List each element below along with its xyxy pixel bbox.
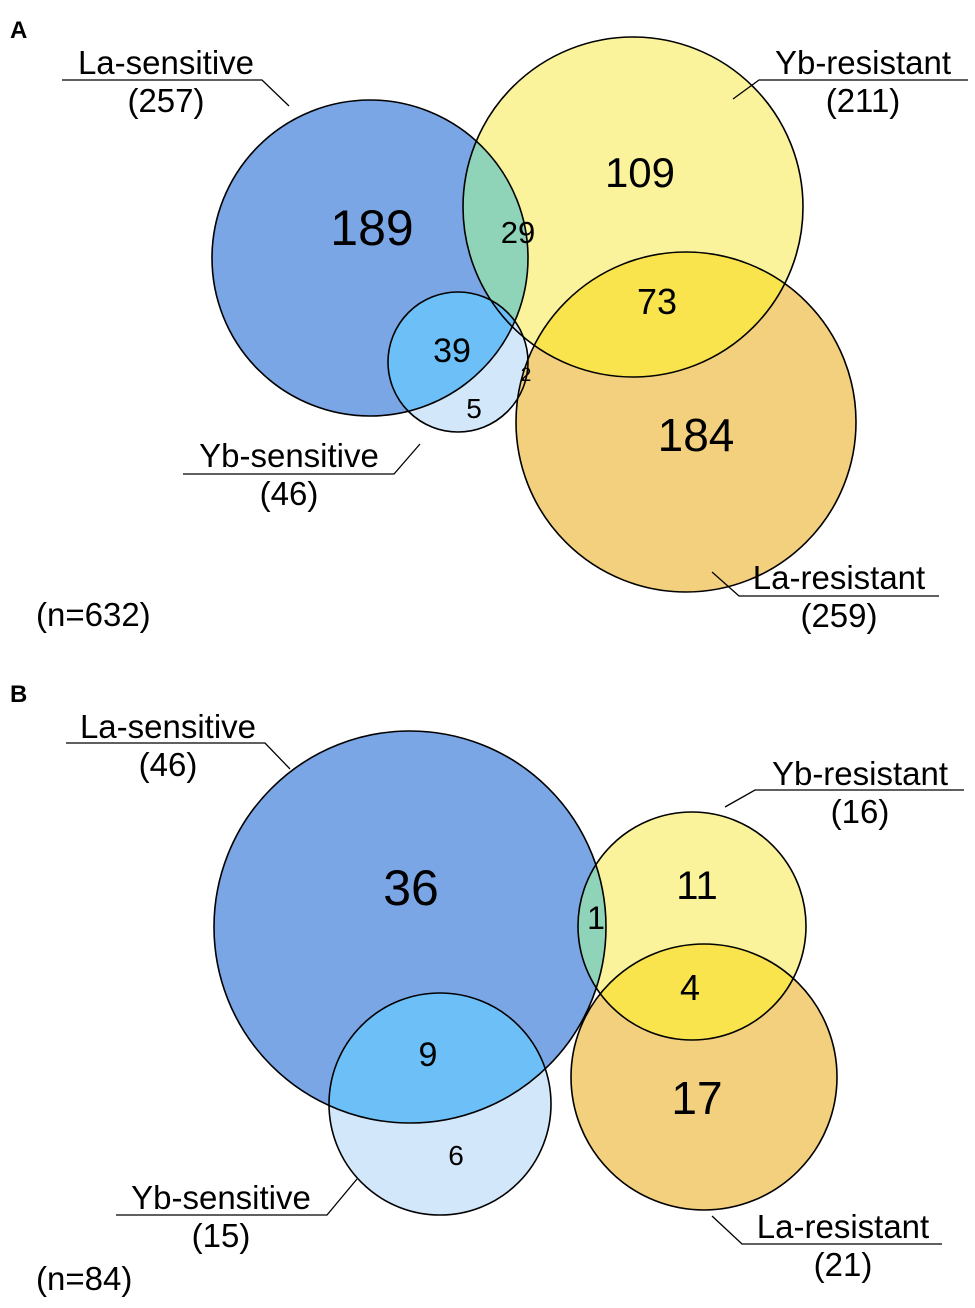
panel-b-region-la-resistant-only: 17: [671, 1072, 722, 1124]
panel-a-total-label: (n=632): [36, 596, 151, 633]
panel-a-la-sensitive-outline: [211, 99, 529, 417]
panel-b-region-la-sens-yb-sens: 9: [419, 1036, 438, 1074]
panel-b-label-yb-sensitive: Yb-sensitive (15): [116, 1178, 358, 1254]
panel-a-la-sensitive-count: (257): [127, 82, 204, 119]
panel-a-label-la-resistant: La-resistant (259): [711, 559, 939, 634]
panel-a-label-la-sensitive: La-sensitive (257): [62, 44, 290, 119]
panel-a-region-la-sens-yb-sens: 39: [433, 332, 471, 370]
panel-a-yb-sensitive-count: (46): [260, 475, 319, 512]
panel-a-la-resistant-count: (259): [800, 597, 877, 634]
panel-b-la-resistant-outline: [570, 943, 838, 1211]
panel-a-la-resistant-outline: [515, 251, 857, 593]
panel-a-la-sensitive-name: La-sensitive: [78, 44, 254, 81]
panel-b-yb-resistant-outline: [577, 811, 807, 1041]
panel-a-yb-resistant-outline: [462, 36, 804, 378]
panel-a-yb-sensitive-name: Yb-sensitive: [199, 437, 379, 474]
panel-b-total-label: (n=84): [36, 1260, 132, 1297]
panel-a: A 189 29 109 73 39 2 5 184 La-sensitive …: [10, 17, 968, 634]
panel-b-la-sensitive-outline: [213, 730, 607, 1124]
panel-a-yb-sensitive-outline: [387, 291, 529, 433]
panel-b-overlap-la-sens-yb-sens: [329, 993, 551, 1123]
panel-a-region-yb-resistant-only: 109: [605, 149, 675, 196]
panel-b-yb-sensitive-count: (15): [192, 1217, 251, 1254]
panel-b-region-yb-resistant-only: 11: [676, 864, 718, 908]
panel-b-label-yb-resistant: Yb-resistant (16): [724, 755, 964, 830]
panel-b-yb-resistant-name: Yb-resistant: [772, 755, 948, 792]
panel-b-letter: B: [10, 681, 27, 708]
panel-b-la-resistant-leader: [711, 1215, 942, 1245]
panel-b-yb-sensitive-leader: [116, 1178, 358, 1216]
panel-b-yb-resistant-count: (16): [831, 793, 890, 830]
panel-a-region-yb-sensitive-only: 5: [466, 393, 482, 424]
panel-a-region-yb-res-la-res: 73: [637, 281, 677, 322]
panel-b-region-la-sensitive-only: 36: [383, 860, 439, 916]
panel-b-la-resistant-count: (21): [814, 1246, 873, 1283]
panel-b-label-la-resistant: La-resistant (21): [711, 1208, 942, 1283]
panel-a-label-yb-resistant: Yb-resistant (211): [732, 44, 968, 119]
panel-a-yb-resistant-count: (211): [826, 82, 901, 119]
panel-a-region-la-resistant-only: 184: [658, 409, 735, 461]
panel-b-la-sensitive-leader: [66, 742, 291, 770]
panel-b-region-yb-res-la-res: 4: [680, 967, 700, 1008]
panel-a-la-resistant-name: La-resistant: [753, 559, 925, 596]
panel-a-yb-sensitive-leader: [183, 443, 421, 475]
panel-b-la-resistant-name: La-resistant: [757, 1208, 929, 1245]
panel-b-region-yb-sensitive-only: 6: [448, 1140, 464, 1171]
panel-b-yb-sensitive-name: Yb-sensitive: [131, 1179, 311, 1216]
panel-a-label-yb-sensitive: Yb-sensitive (46): [183, 437, 421, 512]
panel-a-yb-resistant-name: Yb-resistant: [775, 44, 951, 81]
panel-b-region-la-sens-yb-res: 1: [587, 900, 605, 936]
panel-b-label-la-sensitive: La-sensitive (46): [66, 708, 291, 783]
panel-b-la-sensitive-count: (46): [139, 746, 198, 783]
panel-a-la-resistant-leader: [711, 571, 939, 597]
panel-a-yb-resistant-leader: [732, 79, 968, 100]
panel-a-letter: A: [10, 17, 27, 44]
panel-b-yb-sensitive-outline: [328, 992, 552, 1216]
panel-a-la-sensitive-leader: [62, 79, 290, 107]
panel-a-region-la-sensitive-only: 189: [330, 200, 413, 256]
panel-b: B 36 1 11 4 9 6 17 La-sensitive (46) Yb-…: [10, 681, 964, 1297]
panel-b-yb-resistant-leader: [724, 789, 964, 808]
panel-b-la-sensitive-name: La-sensitive: [80, 708, 256, 745]
panel-a-region-yb-sens-la-res: 2: [521, 365, 532, 386]
panel-a-region-la-sens-yb-res: 29: [501, 215, 535, 250]
